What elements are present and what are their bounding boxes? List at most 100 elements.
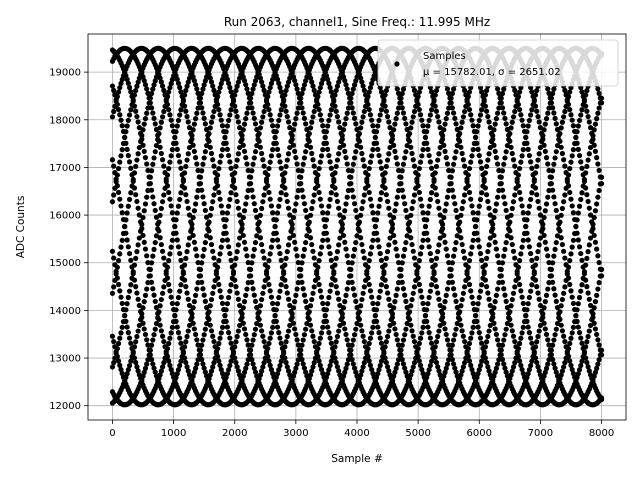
data-point: [547, 95, 553, 101]
data-point: [468, 288, 474, 294]
data-point: [592, 121, 599, 127]
data-point: [562, 87, 568, 93]
data-point: [537, 212, 544, 218]
data-point: [118, 366, 124, 373]
data-point: [169, 147, 175, 153]
data-point: [562, 163, 568, 169]
data-point: [334, 157, 341, 163]
data-point: [118, 203, 124, 209]
data-point: [369, 117, 375, 123]
data-point: [420, 210, 426, 216]
data-point: [515, 345, 522, 352]
data-point: [158, 119, 164, 125]
data-point: [119, 147, 125, 153]
data-point: [276, 203, 282, 209]
data-point: [563, 262, 569, 268]
data-point: [194, 337, 200, 343]
data-point: [375, 371, 381, 377]
data-point: [493, 246, 499, 252]
data-point: [410, 114, 416, 120]
data-point: [509, 150, 515, 157]
data-point: [174, 371, 180, 377]
data-point: [475, 301, 481, 307]
data-point: [118, 153, 124, 159]
data-point: [466, 281, 473, 288]
data-point: [506, 315, 512, 321]
data-point: [426, 294, 432, 301]
data-point: [430, 172, 436, 178]
data-point: [300, 86, 306, 92]
data-point: [292, 326, 298, 332]
data-point: [587, 212, 594, 218]
data-point: [360, 290, 366, 296]
data-point: [233, 163, 239, 170]
data-point: [245, 90, 251, 96]
data-point: [584, 163, 590, 170]
data-point: [414, 176, 420, 182]
data-point: [159, 333, 166, 339]
data-point: [366, 281, 372, 288]
data-point: [241, 121, 248, 127]
data-point: [495, 337, 501, 343]
data-point: [551, 337, 557, 343]
data-point: [276, 80, 282, 86]
data-point: [199, 105, 205, 111]
y-axis-label: ADC Counts: [15, 196, 27, 259]
data-point: [367, 159, 374, 165]
data-point: [420, 123, 426, 129]
data-point: [270, 147, 276, 153]
data-point: [245, 342, 251, 348]
data-point: [378, 107, 385, 113]
data-point: [218, 366, 224, 373]
data-point: [189, 136, 195, 142]
data-point: [596, 167, 602, 174]
data-point: [550, 356, 556, 363]
data-point: [266, 89, 272, 95]
data-point: [174, 146, 180, 152]
data-point: [172, 134, 178, 140]
data-point: [411, 108, 418, 115]
data-point: [216, 358, 222, 364]
data-point: [476, 203, 482, 209]
data-point: [338, 130, 344, 136]
data-point: [443, 155, 449, 161]
data-point: [578, 112, 584, 118]
data-point: [260, 364, 266, 370]
data-point: [347, 95, 353, 101]
data-point: [473, 224, 479, 230]
data-point: [219, 300, 226, 307]
data-point: [248, 100, 254, 106]
data-point: [387, 212, 393, 218]
data-point: [387, 302, 393, 309]
data-point: [590, 136, 596, 142]
data-point: [581, 178, 588, 184]
data-point: [509, 241, 515, 248]
legend-entry-label: Samples: [423, 51, 466, 62]
data-point: [356, 138, 363, 144]
data-point: [304, 233, 310, 239]
data-point: [584, 359, 590, 366]
data-point: [426, 203, 432, 209]
data-point: [468, 196, 474, 202]
data-point: [570, 300, 577, 307]
data-point: [268, 153, 275, 159]
data-point: [435, 333, 441, 340]
data-point: [266, 106, 272, 113]
data-point: [367, 112, 374, 118]
data-point: [574, 230, 580, 236]
data-point: [177, 288, 183, 294]
data-point: [482, 262, 488, 268]
data-point: [334, 198, 341, 205]
y-tick-label: 13000: [49, 354, 81, 365]
legend-box: [377, 39, 619, 87]
data-point: [311, 338, 317, 345]
data-point: [359, 205, 365, 212]
data-point: [438, 130, 444, 136]
data-point: [580, 264, 586, 270]
data-point: [217, 362, 223, 368]
data-point: [576, 294, 583, 301]
data-point: [175, 367, 182, 373]
data-point: [435, 364, 441, 370]
data-point: [227, 335, 233, 341]
data-point: [400, 86, 407, 92]
